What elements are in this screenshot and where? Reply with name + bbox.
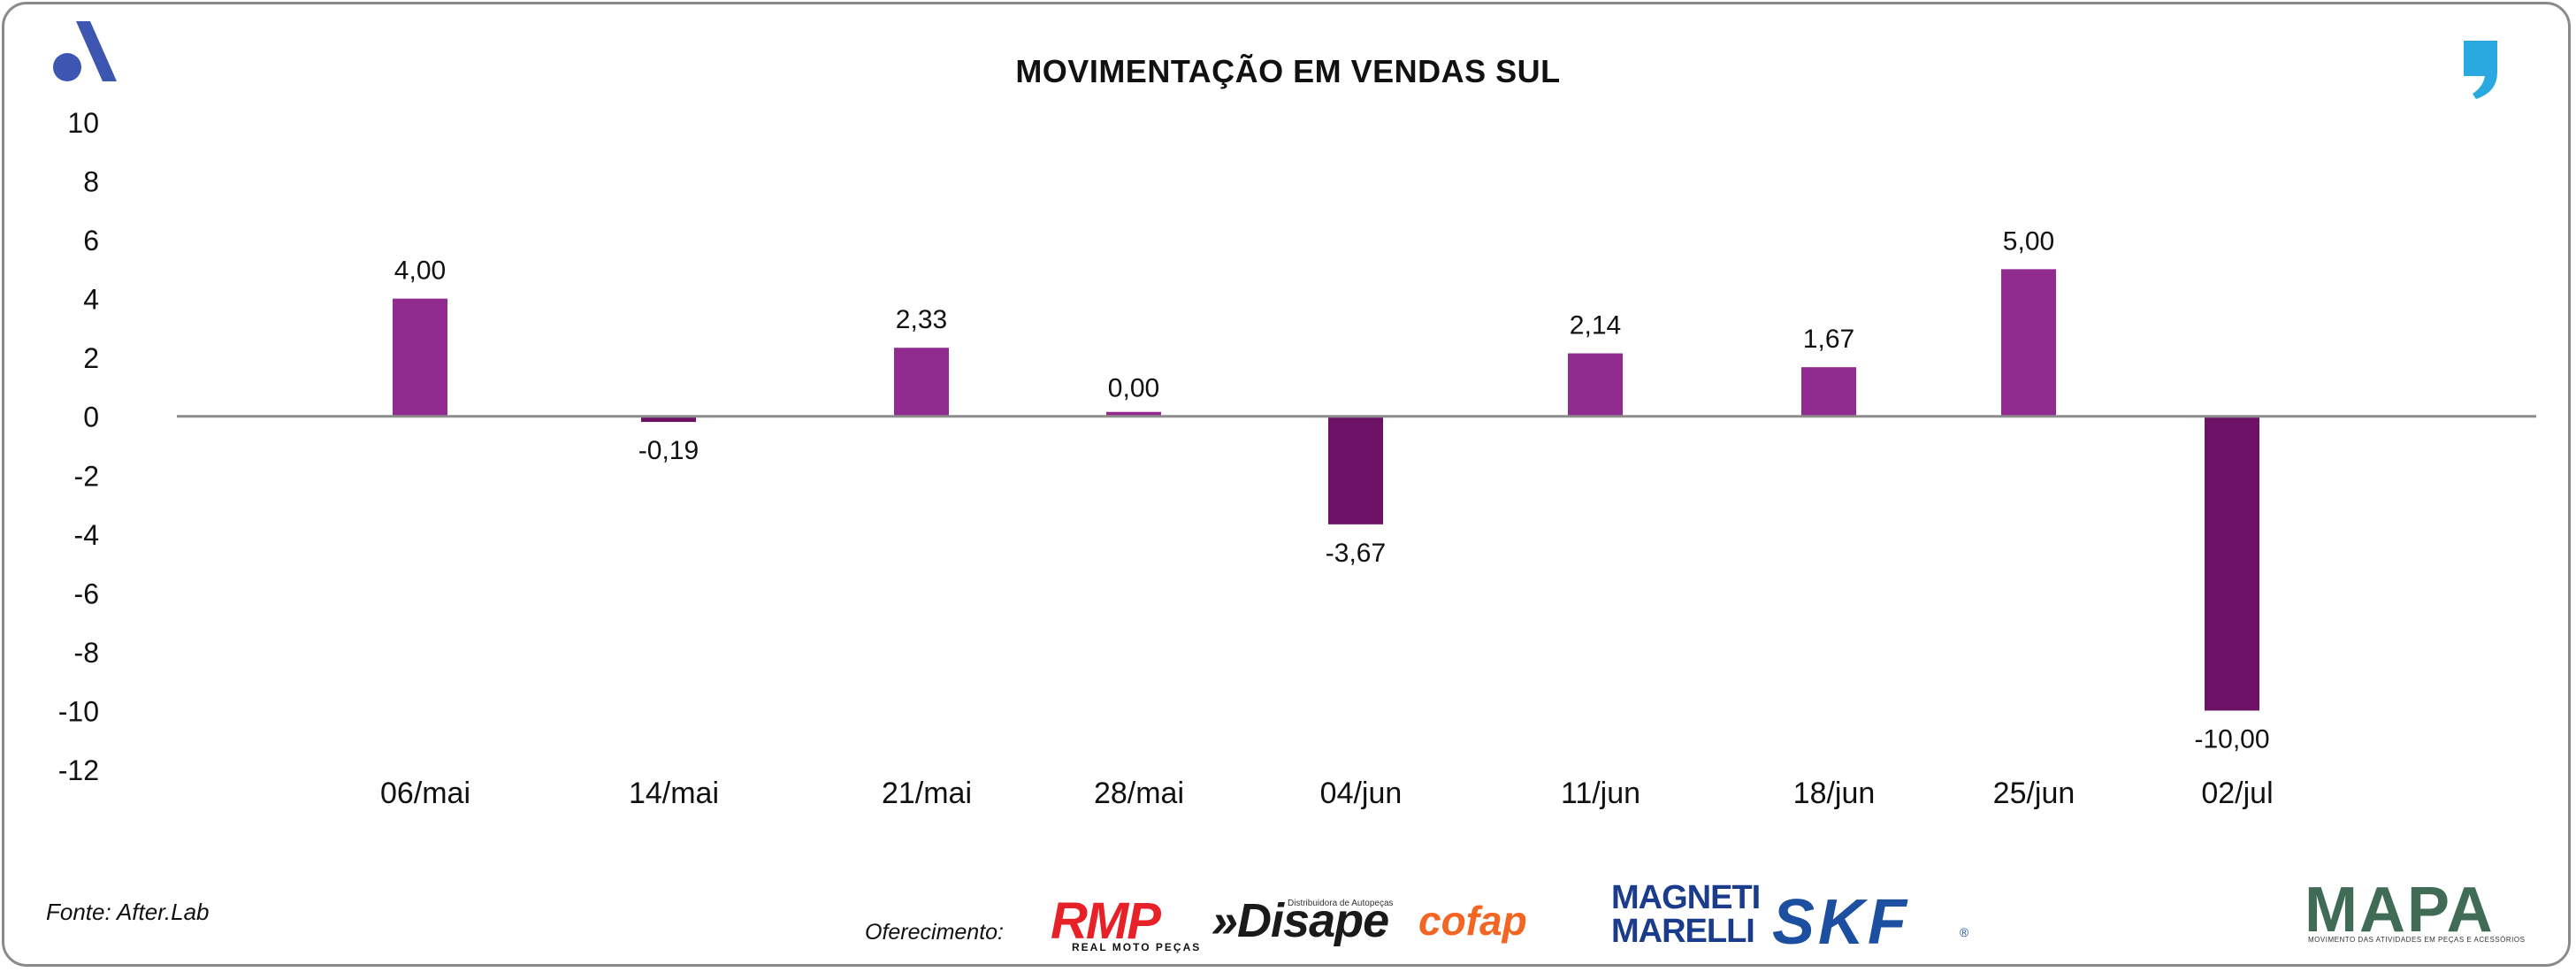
bar: [1328, 416, 1383, 524]
data-label: 4,00: [394, 256, 446, 286]
x-tick-label: 18/jun: [1793, 777, 1876, 810]
source-note: Fonte: After.Lab: [46, 899, 210, 925]
skf-logo: SKF: [1772, 887, 1910, 958]
data-label: -0,19: [638, 436, 699, 465]
y-tick-label: -2: [74, 460, 99, 492]
skf-registered-mark: ®: [1960, 925, 1969, 939]
x-tick-label: 11/jun: [1561, 777, 1640, 810]
x-tick-label: 25/jun: [1993, 777, 2075, 810]
y-tick-label: 0: [83, 402, 99, 433]
y-tick-label: -12: [58, 754, 99, 786]
a-logo-icon: [50, 18, 120, 93]
magneti-logo-line2: MARELLI: [1611, 913, 1755, 950]
mapa-logo: MAPA: [2305, 875, 2495, 945]
x-tick-label: 06/mai: [380, 777, 470, 810]
magneti-marelli-logo: MAGNETI MARELLI: [1611, 879, 1761, 950]
data-label: -10,00: [2194, 724, 2269, 754]
disape-logo: »Disape: [1212, 894, 1389, 947]
disape-logo-subtitle: Distribuidora de Autopeças: [1288, 899, 1394, 908]
bar: [1801, 367, 1856, 417]
y-tick-label: 8: [83, 166, 99, 198]
rmp-logo-subtitle: REAL MOTO PEÇAS: [1072, 941, 1202, 953]
bar: [2001, 269, 2056, 417]
bar: [393, 298, 447, 417]
data-label: 2,33: [896, 305, 947, 334]
cofap-logo: cofap: [1418, 898, 1527, 944]
quote-logo-icon: [2460, 39, 2503, 107]
magneti-logo-line1: MAGNETI: [1611, 879, 1761, 916]
x-tick-label: 14/mai: [629, 777, 719, 810]
sponsor-label: Oferecimento:: [865, 920, 1005, 945]
x-tick-label: 21/mai: [882, 777, 972, 810]
x-tick-label: 04/jun: [1320, 777, 1403, 810]
mapa-logo-subtitle: MOVIMENTO DAS ATIVIDADES EM PEÇAS E ACES…: [2308, 936, 2526, 944]
y-tick-label: 4: [83, 284, 99, 316]
x-tick-label: 02/jul: [2201, 777, 2273, 810]
bar: [894, 348, 949, 417]
bar: [1568, 353, 1623, 417]
data-label: 1,67: [1803, 325, 1854, 354]
y-tick-label: 2: [83, 342, 99, 374]
bar: [1106, 411, 1161, 417]
data-label: 5,00: [2003, 226, 2054, 256]
bar: [2205, 416, 2259, 711]
y-tick-label: 10: [67, 107, 99, 139]
y-tick-label: -6: [74, 578, 99, 609]
y-tick-label: 6: [83, 225, 99, 256]
y-tick-label: -4: [74, 519, 99, 551]
data-label: 2,14: [1570, 311, 1621, 341]
y-tick-label: -8: [74, 637, 99, 669]
y-tick-label: -10: [58, 695, 99, 727]
data-label: -3,67: [1326, 539, 1386, 568]
rmp-logo: RMP: [1051, 892, 1161, 950]
bar: [641, 416, 696, 423]
data-label: 0,00: [1108, 374, 1159, 403]
x-tick-label: 28/mai: [1094, 777, 1184, 810]
chart-title: MOVIMENTAÇÃO EM VENDAS SUL: [1015, 53, 1561, 89]
